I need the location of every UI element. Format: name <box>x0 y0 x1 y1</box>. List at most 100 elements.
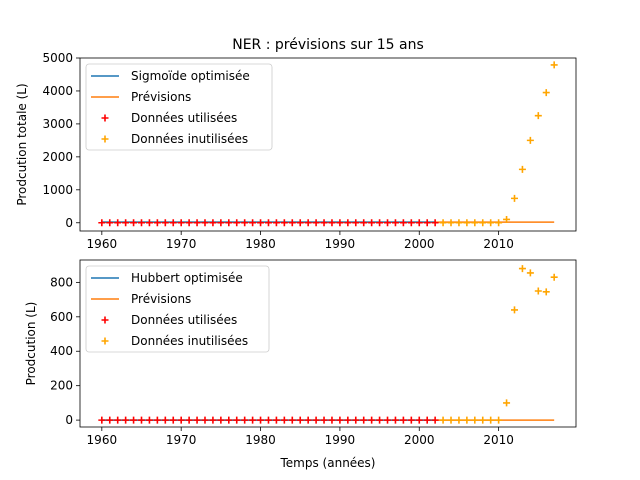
data-point <box>518 165 526 173</box>
data-point <box>225 219 233 227</box>
plot-area-frame <box>79 57 577 232</box>
y-tick-label: 600 <box>50 310 73 324</box>
data-point <box>479 416 487 424</box>
data-point <box>249 219 257 227</box>
x-tick-label: 1980 <box>245 433 276 447</box>
data-point <box>368 416 376 424</box>
data-point <box>272 416 280 424</box>
legend-frame <box>85 265 270 353</box>
y-tick-label: 800 <box>50 275 73 289</box>
data-point <box>415 219 423 227</box>
data-point <box>455 416 463 424</box>
data-point <box>320 219 328 227</box>
data-point <box>344 416 352 424</box>
data-point <box>495 219 503 227</box>
data-point <box>193 416 201 424</box>
data-point <box>217 219 225 227</box>
data-point <box>153 416 161 424</box>
y-tick-label: 4000 <box>42 84 73 98</box>
data-point <box>463 416 471 424</box>
data-point <box>280 219 288 227</box>
data-point <box>264 219 272 227</box>
data-point <box>312 416 320 424</box>
legend-entry: Sigmoïde optimisée <box>131 69 250 83</box>
data-point <box>328 416 336 424</box>
y-tick-label: 2000 <box>42 150 73 164</box>
x-tick-label: 1960 <box>87 237 118 251</box>
data-point <box>185 219 193 227</box>
data-point <box>391 416 399 424</box>
y-axis-label: Prodcution (L) <box>24 302 38 386</box>
data-point <box>542 288 550 296</box>
data-point <box>431 219 439 227</box>
data-point <box>407 219 415 227</box>
data-point <box>209 416 217 424</box>
data-point <box>550 61 558 69</box>
data-point <box>526 136 534 144</box>
data-point <box>217 416 225 424</box>
legend-entry: Prévisions <box>131 90 191 104</box>
data-point <box>360 219 368 227</box>
legend-entry: Données inutilisées <box>131 334 248 348</box>
x-tick-label: 1990 <box>325 433 356 447</box>
y-tick-label: 5000 <box>42 51 73 65</box>
data-point <box>344 219 352 227</box>
data-point <box>368 219 376 227</box>
data-point <box>304 416 312 424</box>
data-point <box>209 219 217 227</box>
legend-entry: Données inutilisées <box>131 132 248 146</box>
data-point <box>376 219 384 227</box>
x-tick-label: 2000 <box>404 433 435 447</box>
data-point <box>352 416 360 424</box>
data-point <box>241 416 249 424</box>
data-point <box>161 416 169 424</box>
y-tick-label: 3000 <box>42 117 73 131</box>
data-point <box>534 287 542 295</box>
data-point <box>288 219 296 227</box>
data-point <box>130 219 138 227</box>
data-point <box>328 219 336 227</box>
legend-entry: Prévisions <box>131 292 191 306</box>
data-point <box>114 219 122 227</box>
data-point <box>360 416 368 424</box>
legend-entry: Hubbert optimisée <box>131 271 243 285</box>
y-tick-label: 0 <box>65 216 73 230</box>
legend-entry: Données utilisées <box>131 111 237 125</box>
y-tick-label: 400 <box>50 344 73 358</box>
subplot-1: NER : prévisions sur 15 ans 1960 1970 1980 1… <box>15 37 577 251</box>
data-point <box>233 219 241 227</box>
data-point <box>288 416 296 424</box>
x-tick-label: 1970 <box>166 237 197 251</box>
x-tick-label: 2010 <box>483 237 514 251</box>
data-point <box>130 416 138 424</box>
data-point <box>145 416 153 424</box>
data-point <box>384 416 392 424</box>
data-point <box>145 219 153 227</box>
x-tick-label: 2010 <box>483 433 514 447</box>
data-point <box>122 219 130 227</box>
data-point <box>518 265 526 273</box>
y-tick-label: 1000 <box>42 183 73 197</box>
data-point <box>138 219 146 227</box>
legend-marker-swatch <box>101 114 109 122</box>
data-point <box>503 399 511 407</box>
data-point <box>471 416 479 424</box>
data-point <box>264 416 272 424</box>
data-point <box>384 219 392 227</box>
data-point <box>463 219 471 227</box>
chart-title: NER : prévisions sur 15 ans <box>232 37 424 53</box>
legend: Hubbert optimisée Prévisions Données utili… <box>85 265 270 353</box>
data-point <box>376 416 384 424</box>
data-point <box>542 89 550 97</box>
data-point <box>399 416 407 424</box>
data-point <box>487 416 495 424</box>
data-point <box>225 416 233 424</box>
data-point <box>241 219 249 227</box>
data-point <box>431 416 439 424</box>
legend-marker-swatch <box>101 135 109 143</box>
data-point <box>201 416 209 424</box>
data-point <box>106 416 114 424</box>
data-point <box>122 416 130 424</box>
legend-marker-swatch <box>101 316 109 324</box>
